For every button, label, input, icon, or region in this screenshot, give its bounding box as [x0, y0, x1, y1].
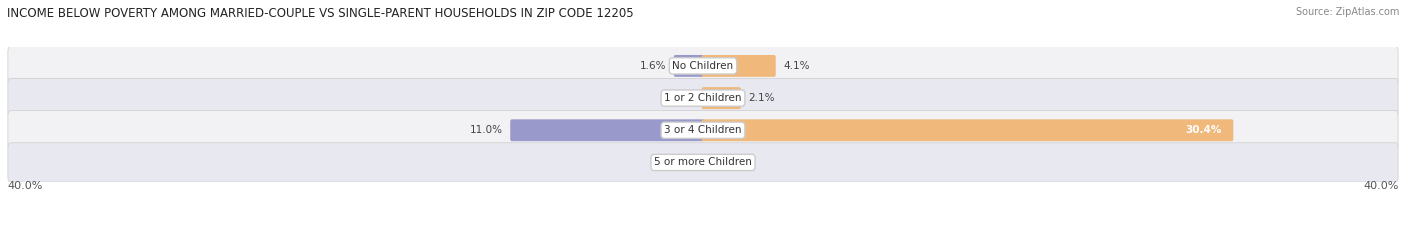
Text: 1 or 2 Children: 1 or 2 Children	[664, 93, 742, 103]
FancyBboxPatch shape	[702, 119, 1233, 141]
Text: No Children: No Children	[672, 61, 734, 71]
Text: 0.0%: 0.0%	[668, 93, 695, 103]
FancyBboxPatch shape	[702, 87, 741, 109]
Text: 40.0%: 40.0%	[1364, 181, 1399, 191]
Text: 0.0%: 0.0%	[668, 158, 695, 168]
Text: 0.0%: 0.0%	[711, 158, 738, 168]
FancyBboxPatch shape	[8, 46, 1398, 86]
Text: 2.1%: 2.1%	[748, 93, 775, 103]
Text: 1.6%: 1.6%	[640, 61, 666, 71]
Text: 3 or 4 Children: 3 or 4 Children	[664, 125, 742, 135]
FancyBboxPatch shape	[702, 55, 776, 77]
Text: INCOME BELOW POVERTY AMONG MARRIED-COUPLE VS SINGLE-PARENT HOUSEHOLDS IN ZIP COD: INCOME BELOW POVERTY AMONG MARRIED-COUPL…	[7, 7, 634, 20]
FancyBboxPatch shape	[8, 111, 1398, 150]
Text: 5 or more Children: 5 or more Children	[654, 158, 752, 168]
Text: Source: ZipAtlas.com: Source: ZipAtlas.com	[1295, 7, 1399, 17]
FancyBboxPatch shape	[8, 143, 1398, 182]
Text: 11.0%: 11.0%	[470, 125, 503, 135]
Text: 30.4%: 30.4%	[1185, 125, 1222, 135]
FancyBboxPatch shape	[8, 79, 1398, 118]
FancyBboxPatch shape	[673, 55, 704, 77]
Text: 4.1%: 4.1%	[783, 61, 810, 71]
Text: 40.0%: 40.0%	[7, 181, 42, 191]
FancyBboxPatch shape	[510, 119, 704, 141]
